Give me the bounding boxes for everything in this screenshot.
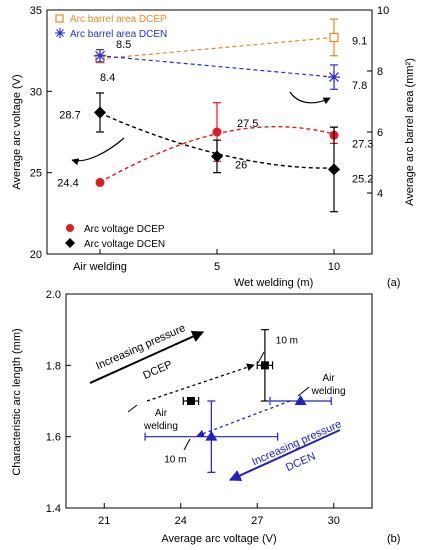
- panel-a-x-label: Wet welding (m): [234, 277, 313, 289]
- panel-b-y-tick-label: 1.6: [46, 432, 61, 444]
- point-label: Air: [155, 408, 168, 419]
- legend-dcep-voltage-marker: [66, 224, 74, 232]
- legend-dcen-voltage-marker: [65, 238, 75, 248]
- legend-dcen-area-label: Arc barrel area DCEN: [70, 29, 167, 40]
- panel-a-ticks: 20 25 30 35 4 6 8 10 Air welding 5 10: [30, 5, 390, 273]
- panel-a-right-tick-label: 8: [377, 66, 383, 78]
- panel-a-x-tick-label: Air welding: [73, 261, 127, 273]
- data-point-triangle: [205, 430, 218, 441]
- panel-b-plot-frame: [65, 293, 373, 509]
- panel-b-y-tick-label: 1.4: [46, 503, 61, 515]
- panel-b-ticks: 21 24 27 30 1.4 1.6 1.8 2.0: [46, 289, 340, 527]
- data-label: 8.5: [116, 39, 131, 51]
- panel-b-x-tick-label: 24: [175, 515, 187, 527]
- panel-a-chart: 20 25 30 35 4 6 8 10 Air welding 5 10 8.4 9.1 8.5 7.8…: [11, 5, 416, 289]
- point-label: welding: [311, 386, 346, 397]
- panel-b-tag: (b): [387, 533, 400, 545]
- panel-a-x-tick-label: 10: [328, 261, 340, 273]
- dcep-text: DCEP: [141, 359, 174, 382]
- panel-b-x-label: Average arc voltage (V): [161, 533, 276, 545]
- data-point-diamond: [211, 150, 223, 163]
- panel-a-y-right-label: Average arc barrel area (mm²): [404, 58, 416, 206]
- point-label: 10 m: [164, 455, 186, 466]
- panel-a-trend-curves: [71, 91, 335, 183]
- legend-dcep-area-marker: [55, 14, 64, 23]
- panel-b-point-labels: Air welding 10 m Air welding 10 m: [143, 335, 346, 465]
- panel-a-x-tick-label: 5: [214, 261, 220, 273]
- legend-bottom: Arc voltage DCEP Arc voltage DCEN: [65, 224, 165, 250]
- series-line-arc-barrel-area-dcen: [99, 55, 335, 78]
- dcen-connector-line: [196, 400, 291, 438]
- panel-b-series: [144, 329, 332, 473]
- dcep-pressure-annotation: Increasing pressure DCEP: [89, 322, 205, 384]
- panel-a-right-tick-label: 4: [377, 188, 383, 200]
- panel-a-series: [94, 18, 340, 213]
- panel-a-left-tick-label: 35: [30, 5, 42, 17]
- legend-dcep-voltage-label: Arc voltage DCEP: [84, 224, 165, 235]
- dcep-pressure-text: Increasing pressure: [94, 322, 187, 372]
- legend-dcen-voltage-label: Arc voltage DCEN: [84, 239, 165, 250]
- asterisk-stroke: [329, 72, 339, 83]
- data-label: 26: [235, 159, 247, 171]
- panel-a-left-tick-label: 20: [30, 249, 42, 261]
- panel-a-data-labels: 8.4 9.1 8.5 7.8 24.4 27.5 27.3 28.7 26 25.2: [57, 35, 373, 189]
- data-label: 7.8: [352, 80, 367, 92]
- panel-b-x-tick-label: 27: [251, 515, 263, 527]
- dcen-pressure-arrow: [228, 429, 341, 481]
- data-label: 27.3: [352, 138, 373, 150]
- label-air-dcep-pointer: [127, 404, 138, 413]
- panel-b-y-tick-label: 1.8: [46, 360, 61, 372]
- label-10m-dcep-pointer: [257, 351, 265, 364]
- label-10m-dcen-pointer: [183, 438, 191, 451]
- data-label: 9.1: [352, 35, 367, 47]
- data-point-square: [329, 32, 339, 43]
- dcen-pressure-annotation: Increasing pressure DCEN: [228, 418, 343, 481]
- dcep-voltage-trend-curve: [99, 126, 335, 183]
- data-point-asterisk: [328, 71, 340, 84]
- panel-a-left-tick-label: 30: [30, 86, 42, 98]
- left-curved-arrow: [71, 137, 125, 166]
- data-point-asterisk: [94, 49, 106, 62]
- legend-top: Arc barrel area DCEP Arc barrel area DCE…: [55, 14, 167, 40]
- label-air-dcen-pointer: [297, 386, 310, 397]
- point-label: Air: [322, 373, 335, 384]
- data-point-diamond: [328, 163, 340, 176]
- panel-a-right-tick-label: 6: [377, 127, 383, 139]
- data-point-triangle: [294, 395, 307, 405]
- data-label: 25.2: [352, 173, 373, 185]
- data-point-diamond: [94, 106, 106, 119]
- data-label: 27.5: [237, 118, 258, 130]
- dcen-voltage-trend-curve: [99, 112, 335, 169]
- point-label: welding: [143, 421, 178, 432]
- data-point-square: [260, 361, 269, 370]
- data-point-square: [186, 397, 195, 405]
- legend-dcen-area-marker: [55, 28, 65, 38]
- legend-dcep-area-label: Arc barrel area DCEP: [70, 14, 167, 25]
- data-point-circle: [95, 177, 105, 187]
- dcep-pressure-arrow: [89, 330, 205, 384]
- data-label: 28.7: [59, 109, 80, 121]
- point-label: 10 m: [276, 335, 298, 346]
- asterisk-stroke: [95, 50, 105, 61]
- panel-b-x-tick-label: 21: [98, 515, 110, 527]
- dcep-connector-line: [146, 363, 255, 402]
- panel-b-y-tick-label: 2.0: [46, 289, 61, 301]
- data-label: 24.4: [57, 177, 78, 189]
- data-point-circle: [212, 127, 222, 137]
- panel-a-y-label: Average arc voltage (V): [11, 74, 23, 189]
- panel-a-left-tick-label: 25: [30, 168, 42, 180]
- panel-a-right-tick-label: 10: [377, 5, 389, 17]
- series-line-arc-barrel-area-dcep: [99, 36, 335, 60]
- panel-b-chart: 21 24 27 30 1.4 1.6 1.8 2.0 Air welding 10 m Air we…: [11, 289, 400, 545]
- right-curved-arrow: [289, 91, 331, 105]
- panel-b-connectors: [127, 351, 310, 451]
- panel-b-y-label: Characteristic arc length (mm): [11, 328, 23, 475]
- panel-b-x-tick-label: 30: [328, 515, 340, 527]
- panel-a-tag: (a): [387, 277, 400, 289]
- data-label: 8.4: [100, 72, 115, 84]
